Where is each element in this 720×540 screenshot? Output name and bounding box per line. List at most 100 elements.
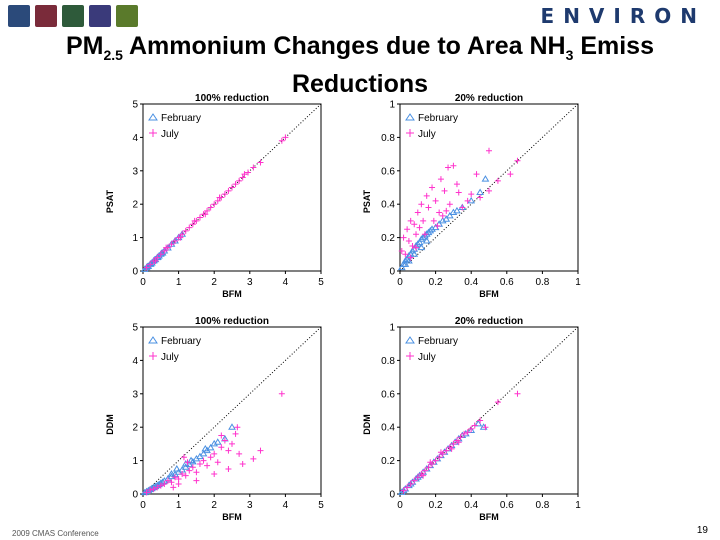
- data-point-july: [514, 390, 521, 397]
- data-point-july: [420, 472, 427, 479]
- legend-marker-july: [406, 352, 414, 360]
- data-point-february: [417, 243, 426, 251]
- data-point-february: [413, 240, 422, 247]
- data-point-july: [477, 194, 484, 201]
- data-point-july: [250, 455, 257, 462]
- data-point-july: [450, 162, 457, 169]
- logo-tile-4: [89, 5, 111, 27]
- legend-marker-july: [149, 129, 157, 137]
- x-tick-label: 0.4: [464, 277, 478, 288]
- x-tick-label: 0.8: [535, 277, 549, 288]
- data-point-july: [211, 470, 218, 477]
- y-tick-label: 1: [132, 233, 138, 244]
- data-point-july: [439, 212, 446, 219]
- legend-marker-july: [406, 129, 414, 137]
- data-point-july: [232, 430, 239, 437]
- y-tick-label: 4: [132, 133, 138, 144]
- data-point-july: [193, 477, 200, 484]
- data-point-july: [477, 417, 484, 424]
- y-tick-label: 4: [132, 356, 138, 367]
- data-point-july: [414, 474, 421, 481]
- data-point-july: [443, 447, 450, 454]
- y-tick-label: 0.8: [381, 356, 395, 367]
- data-point-july: [432, 457, 439, 464]
- data-point-july: [207, 204, 214, 211]
- x-tick-label: 0.8: [535, 500, 549, 511]
- data-point-february: [154, 253, 162, 260]
- data-point-july: [216, 194, 223, 201]
- data-point-july: [154, 484, 161, 491]
- y-axis-label: PSAT: [105, 189, 115, 213]
- data-point-july: [445, 164, 452, 171]
- x-tick-label: 4: [283, 500, 289, 511]
- data-point-february: [421, 231, 429, 239]
- legend-label-february: February: [418, 336, 458, 347]
- title-prefix: PM: [65, 32, 104, 60]
- legend-label-february: February: [161, 336, 201, 347]
- data-point-july: [455, 189, 462, 196]
- y-tick-label: 5: [132, 100, 138, 111]
- data-point-july: [189, 221, 196, 228]
- data-point-july: [471, 422, 478, 429]
- data-point-july: [175, 480, 182, 487]
- x-tick-label: 2: [211, 500, 217, 511]
- plot-frame: [399, 103, 579, 272]
- data-point-july: [147, 261, 154, 268]
- data-point-july: [473, 171, 480, 178]
- legend-marker-february: [148, 336, 158, 344]
- data-point-february: [426, 226, 435, 234]
- data-point-february: [188, 457, 197, 465]
- data-point-july: [236, 177, 243, 184]
- data-point-february: [424, 228, 433, 236]
- logo-tile-1: [8, 5, 30, 27]
- data-point-july: [278, 137, 285, 144]
- y-tick-label: 0: [389, 490, 395, 501]
- data-point-july: [427, 459, 434, 466]
- data-point-july: [398, 247, 405, 254]
- data-point-july: [411, 477, 418, 484]
- y-tick-label: 1: [132, 456, 138, 467]
- data-point-july: [245, 169, 252, 176]
- data-point-july: [191, 217, 198, 224]
- legend-label-february: February: [161, 113, 201, 124]
- x-tick-label: 0: [140, 500, 146, 511]
- x-tick-label: 0.6: [500, 500, 514, 511]
- data-point-july: [437, 449, 444, 456]
- data-point-july: [461, 430, 468, 437]
- y-tick-label: 0.2: [381, 233, 395, 244]
- y-tick-label: 0.8: [381, 133, 395, 144]
- legend-label-july: July: [161, 352, 179, 363]
- chart-psat-100: 0 1 2 3 4 5 0 1 2 3 4 5 100% reduction BFM PSAT Februar…: [105, 93, 324, 299]
- data-point-july: [196, 214, 203, 221]
- data-point-july: [150, 485, 157, 492]
- data-point-july: [186, 224, 193, 231]
- data-point-july: [425, 464, 432, 471]
- data-point-july: [234, 424, 241, 431]
- data-point-february: [481, 175, 490, 182]
- data-point-july: [163, 244, 170, 251]
- data-point-july: [457, 434, 464, 441]
- data-point-july: [405, 237, 412, 244]
- x-tick-label: 1: [575, 500, 581, 511]
- data-point-july: [407, 254, 414, 261]
- data-point-july: [468, 191, 475, 198]
- x-tick-label: 2: [211, 277, 217, 288]
- data-point-july: [214, 459, 221, 466]
- x-tick-label: 5: [318, 500, 324, 511]
- data-point-july: [423, 192, 430, 199]
- y-tick-label: 0.6: [381, 166, 395, 177]
- data-point-july: [214, 197, 221, 204]
- data-point-february: [199, 449, 208, 457]
- data-point-july: [182, 472, 189, 479]
- data-point-july: [239, 174, 246, 181]
- data-point-july: [175, 475, 182, 482]
- data-point-july: [448, 445, 455, 452]
- data-point-february: [422, 236, 431, 244]
- data-point-february: [417, 235, 426, 242]
- data-point-july: [196, 460, 203, 467]
- legend-label-july: July: [418, 129, 436, 140]
- y-tick-label: 2: [132, 423, 138, 434]
- x-tick-label: 0.6: [500, 277, 514, 288]
- data-point-july: [507, 171, 514, 178]
